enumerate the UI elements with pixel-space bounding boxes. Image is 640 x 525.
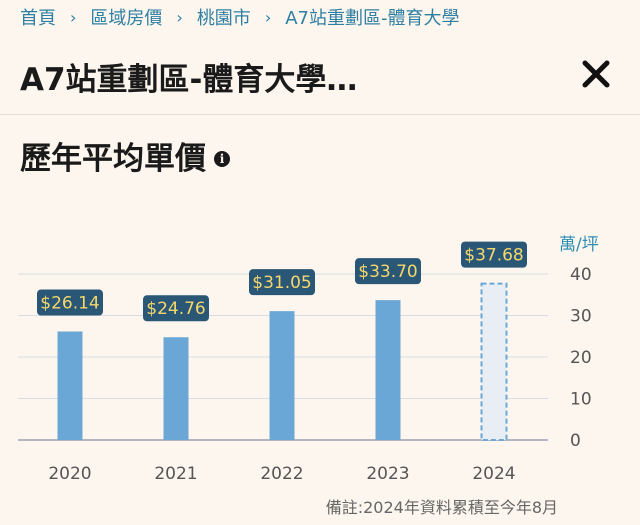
chart-footnote: 備註:2024年資料累積至今年8月 xyxy=(325,498,558,517)
x-tick-label: 2021 xyxy=(154,464,197,484)
breadcrumb-item-home[interactable]: 首頁 xyxy=(20,8,56,29)
data-label: $37.68 xyxy=(464,246,523,266)
close-button[interactable] xyxy=(578,56,614,92)
modal-header: A7站重劃區-體育大學… xyxy=(0,44,640,115)
x-tick-label: 2024 xyxy=(472,464,515,484)
chevron-right-icon: › xyxy=(176,7,183,27)
y-axis-label: 萬/坪 xyxy=(559,235,599,255)
data-label: $33.70 xyxy=(358,262,417,282)
y-tick-label: 20 xyxy=(570,348,592,368)
info-icon[interactable]: i xyxy=(214,150,230,167)
close-icon xyxy=(582,60,610,88)
data-label: $24.76 xyxy=(146,299,205,319)
page-title: A7站重劃區-體育大學… xyxy=(20,62,358,98)
data-label-box xyxy=(143,295,209,322)
bar xyxy=(57,331,83,440)
y-tick-label: 30 xyxy=(570,307,592,327)
data-label-box xyxy=(249,269,315,296)
chevron-right-icon: › xyxy=(264,7,272,27)
bar xyxy=(375,300,401,440)
price-bar-chart: 0 10 20 30 40 萬/坪 $26.14 2020 $24.76 2021 $31.05 20… xyxy=(18,235,599,484)
chevron-right-icon: › xyxy=(70,7,77,27)
data-label-box xyxy=(37,289,103,316)
bar-partial xyxy=(480,282,508,441)
breadcrumb: 首頁 › 區域房價 › 桃園市 › A7站重劃區-體育大學 xyxy=(20,2,459,32)
section-title: 歷年平均單價 i xyxy=(20,133,230,178)
y-tick-label: 10 xyxy=(570,390,592,410)
breadcrumb-item-region-price[interactable]: 區域房價 xyxy=(90,8,163,29)
breadcrumb-item-city[interactable]: 桃園市 xyxy=(196,8,251,29)
x-tick-label: 2023 xyxy=(366,464,409,484)
section-title-text: 歷年平均單價 xyxy=(20,141,206,177)
data-label: $26.14 xyxy=(40,294,99,314)
x-tick-label: 2022 xyxy=(260,464,303,484)
data-label: $31.05 xyxy=(252,273,311,293)
x-tick-label: 2020 xyxy=(48,464,91,484)
data-label-box xyxy=(461,241,527,268)
bar xyxy=(269,311,295,440)
bar xyxy=(163,337,189,440)
data-label-box xyxy=(355,258,421,285)
y-tick-label: 0 xyxy=(570,431,581,451)
y-tick-label: 40 xyxy=(570,265,592,285)
breadcrumb-item-district[interactable]: A7站重劃區-體育大學 xyxy=(285,8,460,29)
